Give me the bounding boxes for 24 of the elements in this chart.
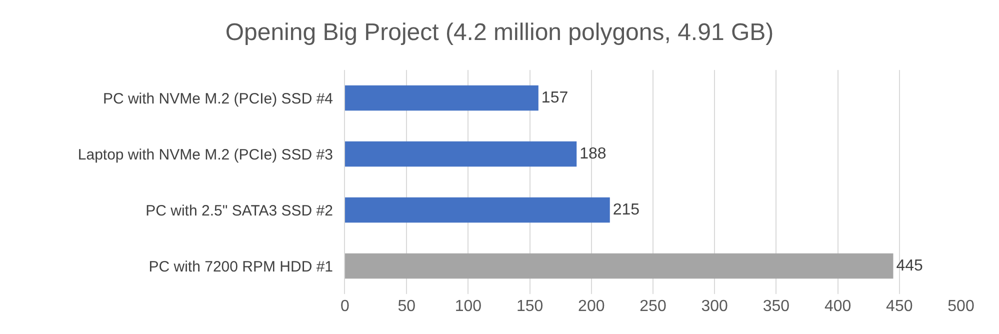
x-tick-label: 250 (640, 298, 666, 315)
bar (345, 197, 610, 223)
x-tick-label: 500 (948, 298, 974, 315)
y-tick-label: PC with 7200 RPM HDD #1 (148, 258, 333, 276)
chart-title: Opening Big Project (4.2 million polygons, 4.91 GB) (225, 19, 774, 46)
x-tick-label: 50 (398, 298, 416, 315)
x-tick-label: 150 (516, 298, 544, 315)
data-label: 188 (580, 146, 606, 162)
y-tick-label: PC with NVMe M.2 (PCIe) SSD #4 (102, 90, 333, 108)
x-tick-label: 100 (454, 298, 482, 315)
bar (345, 253, 894, 279)
x-tick-label: 400 (824, 298, 852, 315)
bar (345, 141, 577, 167)
x-tick-label: 200 (578, 298, 605, 315)
data-label: 157 (541, 90, 568, 106)
bar (345, 85, 538, 111)
x-tick-label: 300 (701, 298, 728, 315)
data-label: 445 (896, 258, 924, 274)
x-tick-label: 450 (886, 298, 913, 315)
data-label: 215 (612, 202, 640, 218)
y-tick-label: Laptop with NVMe M.2 (PCIe) SSD #3 (78, 146, 333, 164)
x-tick-label: 0 (340, 298, 350, 315)
y-tick-label: PC with 2.5" SATA3 SSD #2 (146, 202, 333, 220)
x-tick-label: 350 (762, 298, 790, 315)
